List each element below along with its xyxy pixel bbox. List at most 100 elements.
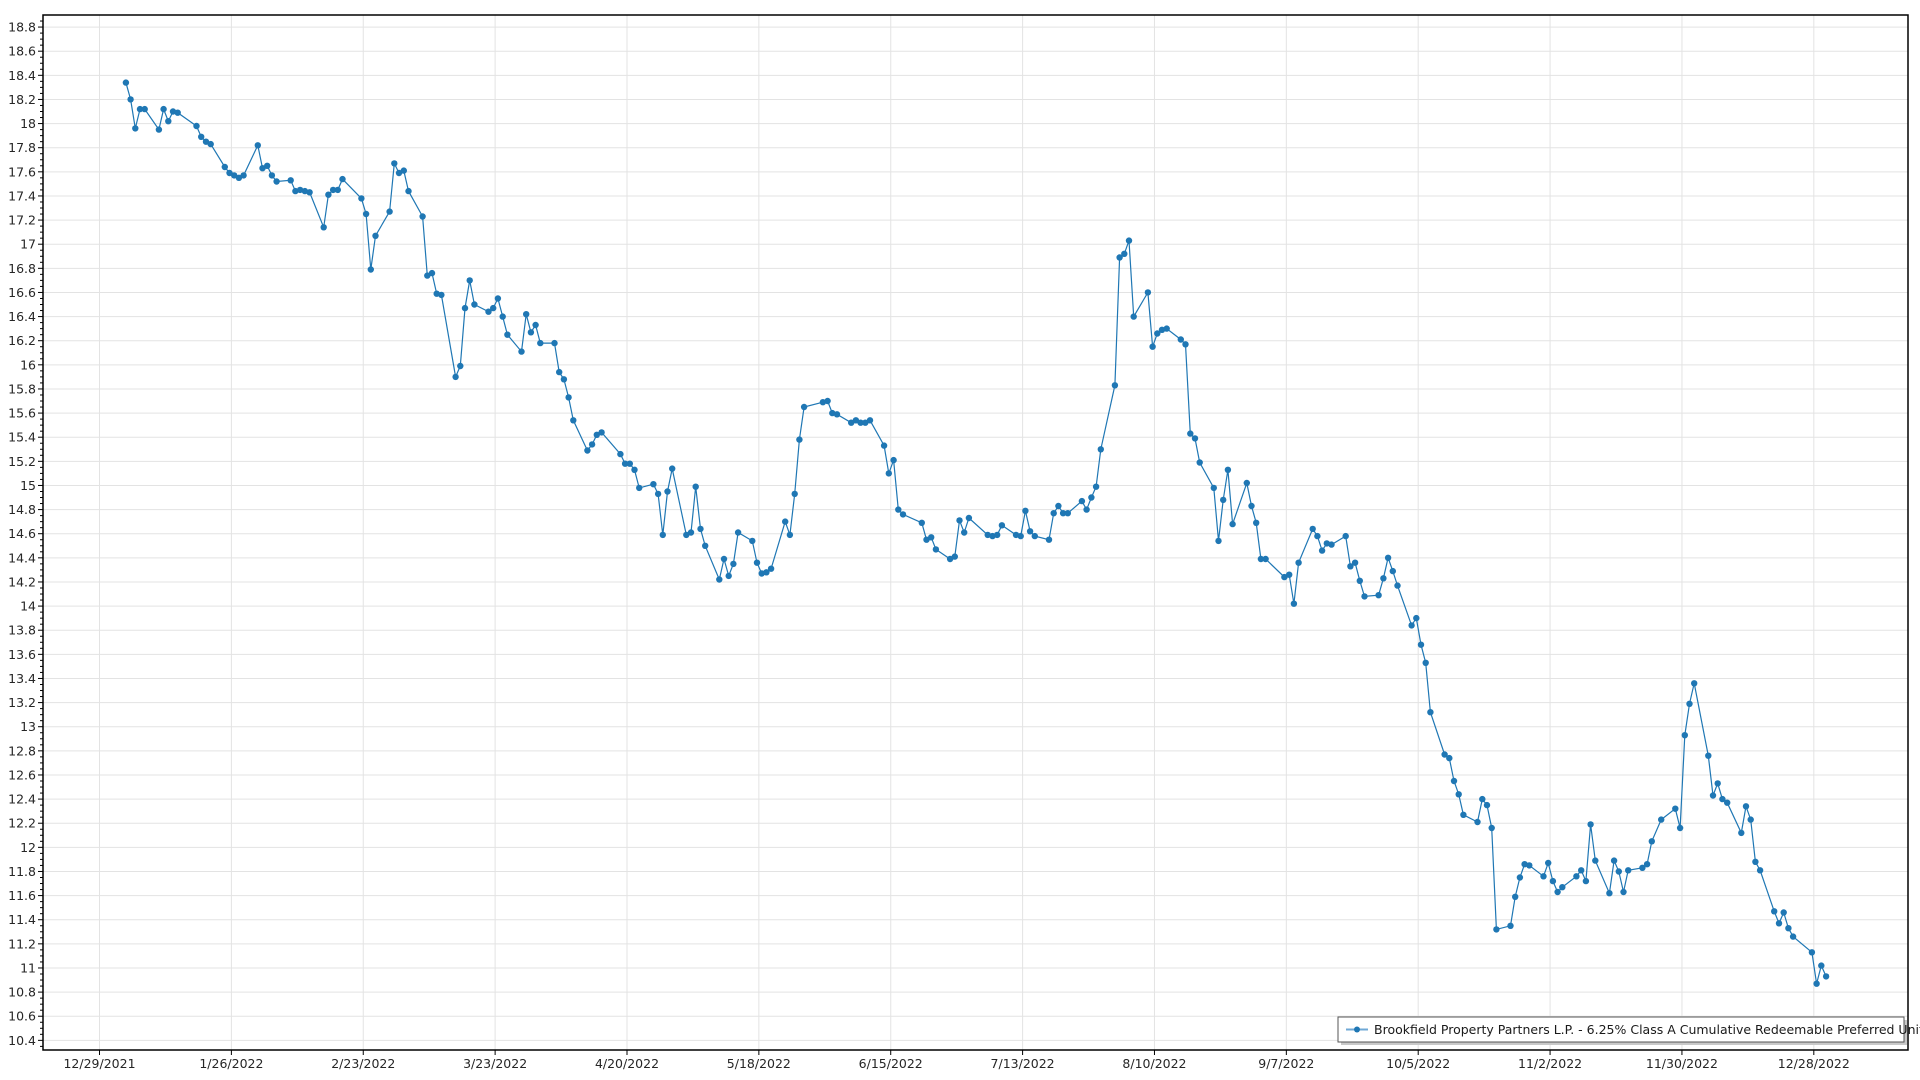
y-tick-label: 18.2 xyxy=(8,92,36,107)
y-tick-label: 15 xyxy=(20,478,36,493)
data-point xyxy=(1380,575,1387,582)
data-point xyxy=(485,308,492,315)
data-point xyxy=(1351,559,1359,566)
data-point xyxy=(923,536,930,543)
data-point xyxy=(1573,873,1580,880)
data-point xyxy=(1017,532,1024,540)
y-tick-label: 13.6 xyxy=(8,647,36,662)
data-point xyxy=(631,466,638,473)
data-point xyxy=(857,419,864,426)
data-point xyxy=(1253,519,1260,526)
y-tick-label: 14.2 xyxy=(8,574,36,589)
data-point xyxy=(391,160,398,167)
data-point xyxy=(1441,751,1448,758)
data-point xyxy=(452,373,459,381)
plot-frame xyxy=(42,14,1909,1051)
data-point xyxy=(1789,933,1797,940)
x-tick-label: 7/13/2022 xyxy=(991,1056,1055,1071)
x-tick-label: 3/23/2022 xyxy=(463,1056,527,1071)
data-point xyxy=(692,483,699,490)
data-point xyxy=(1756,867,1764,874)
y-tick-label: 16.8 xyxy=(8,261,36,276)
data-point xyxy=(1643,861,1651,868)
data-point xyxy=(499,313,506,320)
data-point xyxy=(334,186,341,194)
data-point xyxy=(1672,805,1679,812)
data-point xyxy=(1055,502,1062,510)
data-point xyxy=(1417,641,1425,648)
y-tick-label: 16.2 xyxy=(8,333,36,348)
data-point xyxy=(1545,859,1552,867)
y-tick-label: 11.8 xyxy=(8,864,36,879)
data-point xyxy=(669,465,676,472)
data-point xyxy=(880,442,888,449)
data-point xyxy=(296,186,304,194)
data-point xyxy=(1606,890,1613,897)
data-point xyxy=(683,531,690,539)
data-point xyxy=(1587,821,1594,828)
data-point xyxy=(1658,816,1665,823)
data-point xyxy=(1738,829,1745,837)
data-point xyxy=(259,165,266,172)
data-point xyxy=(395,169,403,177)
data-point xyxy=(1262,555,1269,563)
data-point xyxy=(1187,430,1194,437)
data-point xyxy=(833,411,841,418)
data-point xyxy=(890,456,897,464)
data-point xyxy=(132,125,139,132)
data-point xyxy=(471,301,478,308)
data-point xyxy=(1149,343,1156,350)
data-point xyxy=(141,105,148,113)
data-point xyxy=(1088,494,1095,501)
data-point xyxy=(1243,479,1251,487)
data-point xyxy=(961,529,968,536)
data-point xyxy=(965,514,973,522)
data-point xyxy=(1257,555,1265,563)
data-point xyxy=(687,529,695,536)
y-tick-label: 14.6 xyxy=(8,526,36,541)
y-tick-label: 12.8 xyxy=(8,743,36,758)
data-point xyxy=(122,79,130,86)
data-point xyxy=(1328,541,1335,548)
data-point xyxy=(1681,732,1689,739)
data-point xyxy=(419,213,426,220)
data-point xyxy=(720,555,728,563)
x-tick-label: 11/2/2022 xyxy=(1518,1056,1582,1071)
data-point xyxy=(598,429,605,436)
data-point xyxy=(202,138,210,145)
data-point xyxy=(273,178,280,185)
x-tick-label: 12/28/2022 xyxy=(1778,1056,1850,1071)
data-point xyxy=(127,96,134,103)
data-point xyxy=(527,329,535,336)
data-point xyxy=(1064,510,1072,517)
y-tick-label: 13.8 xyxy=(8,623,36,638)
legend-marker-icon xyxy=(1354,1026,1360,1033)
y-tick-label: 16.4 xyxy=(8,309,36,324)
data-point xyxy=(235,174,243,181)
data-point xyxy=(1691,680,1698,687)
data-point xyxy=(1215,537,1222,545)
data-point xyxy=(466,277,473,284)
data-point xyxy=(1125,237,1133,244)
data-point xyxy=(1196,459,1203,466)
data-point xyxy=(1290,600,1298,607)
data-point xyxy=(932,546,940,553)
data-point xyxy=(306,189,313,196)
data-point xyxy=(852,417,860,424)
data-point xyxy=(1615,868,1623,875)
data-point xyxy=(1554,888,1561,896)
data-point xyxy=(1384,554,1392,561)
legend-label: Brookfield Property Partners L.P. - 6.25… xyxy=(1374,1022,1920,1037)
data-point xyxy=(1295,559,1302,566)
data-point xyxy=(1775,920,1783,927)
data-point xyxy=(928,534,935,541)
data-point xyxy=(895,506,902,513)
y-tick-label: 15.4 xyxy=(8,430,36,445)
data-point xyxy=(174,109,181,116)
legend-box xyxy=(1337,1016,1905,1043)
data-point xyxy=(160,105,167,113)
data-point xyxy=(231,172,238,179)
data-point xyxy=(537,339,544,347)
